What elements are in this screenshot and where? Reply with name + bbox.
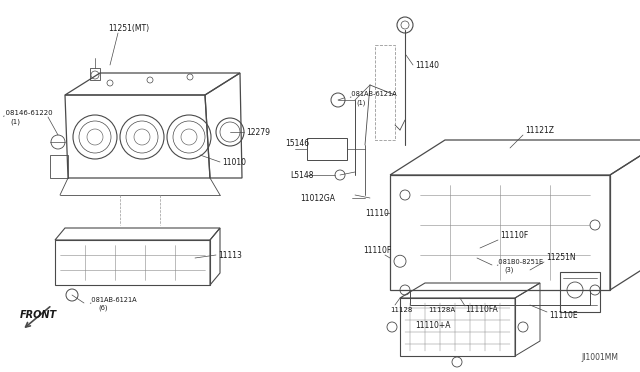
Text: (6): (6) (98, 305, 108, 311)
Text: 15146: 15146 (285, 138, 309, 148)
Text: (3): (3) (504, 267, 513, 273)
Text: 11110+A: 11110+A (415, 321, 451, 330)
Text: 11251N: 11251N (546, 253, 575, 262)
Text: 11128A: 11128A (428, 307, 455, 313)
Text: 11128: 11128 (390, 307, 412, 313)
Text: 11010: 11010 (222, 157, 246, 167)
Text: (1): (1) (356, 100, 365, 106)
Text: L5148: L5148 (290, 170, 314, 180)
Text: ¸081AB-6121A: ¸081AB-6121A (88, 296, 136, 303)
Text: FRONT: FRONT (19, 310, 56, 320)
Text: 11113: 11113 (218, 250, 242, 260)
Text: 11012GA: 11012GA (300, 193, 335, 202)
Text: 12279: 12279 (246, 128, 270, 137)
Text: 11110E: 11110E (549, 311, 578, 321)
Text: 11110FA: 11110FA (465, 305, 498, 314)
Text: ¸08146-61220: ¸08146-61220 (2, 110, 52, 116)
Text: ¸081AB-6121A: ¸081AB-6121A (348, 91, 397, 97)
Text: 11110F: 11110F (363, 246, 391, 254)
Text: ¸081B0-8251E: ¸081B0-8251E (495, 259, 543, 265)
Text: 11121Z: 11121Z (525, 125, 554, 135)
Text: 11251(MT): 11251(MT) (108, 23, 149, 32)
Text: 11140: 11140 (415, 61, 439, 70)
Text: 11110F: 11110F (500, 231, 528, 240)
Text: (1): (1) (10, 119, 20, 125)
Text: JI1001MM: JI1001MM (581, 353, 618, 362)
Text: 11110: 11110 (365, 208, 389, 218)
